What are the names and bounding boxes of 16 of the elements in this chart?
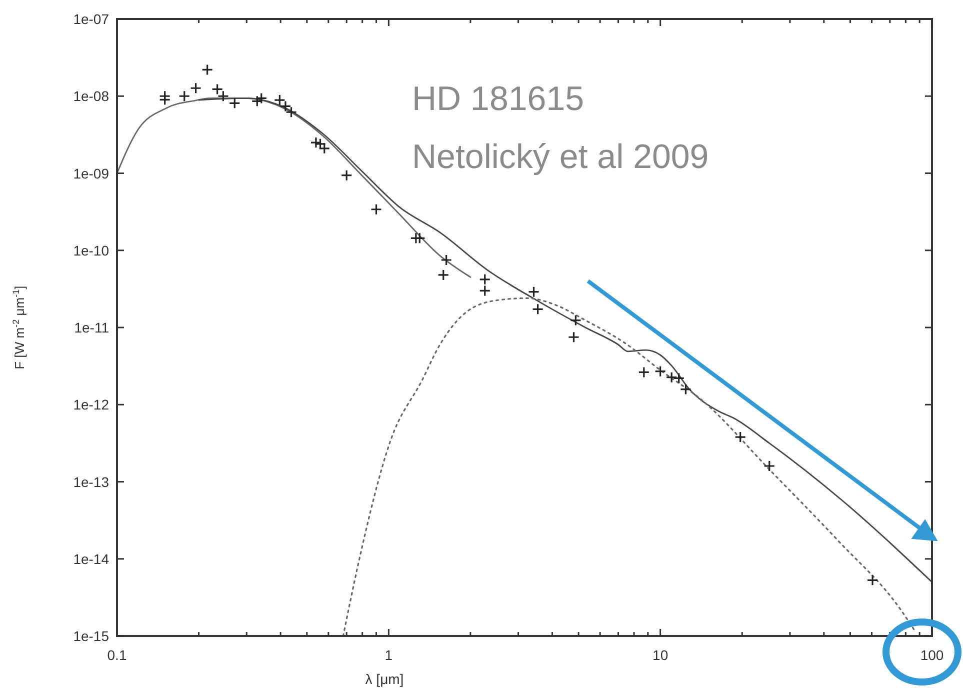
y-tick-label: 1e-07 xyxy=(73,11,110,27)
y-tick-label: 1e-10 xyxy=(73,242,110,258)
x-axis-title: λ [μm] xyxy=(365,671,404,687)
annotation: HD 181615 xyxy=(412,80,584,118)
y-tick-label: 1e-12 xyxy=(73,396,110,413)
y-tick-label: 1e-14 xyxy=(73,550,110,567)
x-tick-label: 0.1 xyxy=(107,647,127,663)
y-tick-label: 1e-11 xyxy=(74,320,110,336)
y-tick-label: 1e-09 xyxy=(73,165,110,182)
y-tick-label: 1e-08 xyxy=(73,88,110,104)
y-tick-label: 1e-15 xyxy=(73,628,110,644)
x-tick-label: 10 xyxy=(652,647,668,663)
annotation: Netolický et al 2009 xyxy=(412,138,709,176)
x-tick-label: 1 xyxy=(384,647,393,663)
y-tick-label: 1e-13 xyxy=(73,474,110,490)
x-tick-label: 100 xyxy=(920,647,944,663)
